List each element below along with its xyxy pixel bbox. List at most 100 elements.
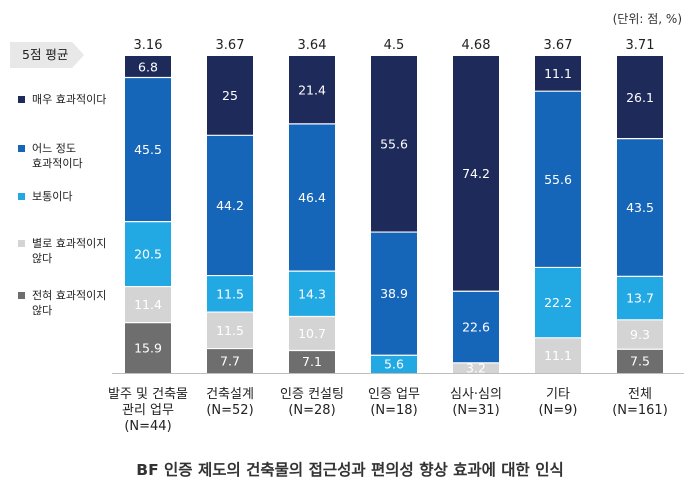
data-label: 10.7 [298,326,326,341]
category-label: 관리 업무 [122,403,174,418]
data-label: 9.3 [630,327,650,342]
data-label: 22.6 [462,320,490,335]
bar-segment [535,91,581,268]
category-label: 건축설계 [206,387,254,402]
category-label: (N=28) [288,403,335,418]
data-label: 14.3 [298,286,326,301]
bar-segment [289,350,335,373]
data-label: 21.4 [298,82,326,97]
data-label: 15.9 [134,340,162,355]
bar-segment [207,56,253,136]
data-label: 11.5 [216,286,244,301]
legend-label-line: 매우 효과적이다 [32,93,107,106]
bar-segment [207,275,253,313]
bar-segment [453,56,499,292]
data-label: 11.1 [544,66,572,81]
bar-segment [125,286,171,323]
category-label: (N=52) [206,403,253,418]
bar-segment [617,138,663,277]
legend-label: 보통이다 [32,189,128,204]
bar-segment [371,355,417,373]
category-label: 기타 [546,387,570,402]
legend-label-line: 보통이다 [32,190,73,203]
category-label: (N=9) [538,403,577,418]
average-score: 3.64 [298,38,327,53]
data-label: 44.2 [216,198,244,213]
bar-segment [289,271,335,317]
data-label: 7.1 [302,354,322,369]
data-label: 11.4 [134,297,162,312]
bar-segment [125,77,171,222]
bar-segment [125,56,171,78]
legend-label-line: 별로 효과적이지 [32,237,107,250]
legend-label-line: 효과적이다 [32,157,83,170]
bar-segment [453,291,499,363]
legend-swatch [18,145,25,152]
bar-group: 74.2 22.6 3.2 [453,56,499,375]
bar-segment [125,221,171,287]
bar-group: 21.4 46.4 14.3 10.7 7.1 [289,56,335,373]
data-label: 6.8 [138,59,158,74]
data-label: 55.6 [380,137,408,152]
legend-swatch [18,292,25,299]
data-label: 38.9 [380,286,408,301]
data-label: 45.5 [134,142,162,157]
legend-label: 별로 효과적이지 않다 [32,236,128,266]
data-label: 74.2 [462,166,490,181]
legend-label-line: 전혀 효과적이지 [32,289,107,302]
bar-segment [453,362,499,373]
bar-segment [289,56,335,124]
category-label: (N=18) [370,403,417,418]
data-label: 22.2 [544,295,572,310]
data-label: 26.1 [626,90,654,105]
data-label: 20.5 [134,247,162,262]
bar-segment [207,135,253,276]
category-label: 인증 업무 [368,387,420,402]
bar-group: 26.1 43.5 13.7 9.3 7.5 [617,56,663,373]
legend-label-line: 어느 정도 [32,142,76,155]
bar-group: 6.8 45.5 20.5 11.4 15.9 [125,56,171,373]
category-label: 심사·심의 [450,387,502,402]
legend-label: 전혀 효과적이지 않다 [32,288,128,318]
legend-label: 어느 정도 효과적이다 [32,141,128,171]
legend-swatch [18,193,25,200]
data-label: 7.5 [630,354,650,369]
bar-segment [125,322,171,373]
category-label: 전체 [628,387,652,402]
category-label: (N=161) [612,403,668,418]
data-label: 43.5 [626,200,654,215]
bar-segment [289,123,335,272]
legend-label-line: 않다 [32,252,53,265]
unit-note: (단위: 점, %) [612,12,682,26]
average-score: 3.67 [544,38,573,53]
data-label: 3.2 [466,360,486,375]
legend-label-line: 않다 [32,304,53,317]
average-label-tag: 5점 평균 [10,42,84,68]
bar-segment [535,56,581,92]
data-label: 46.4 [298,190,326,205]
bar-segment [617,349,663,373]
category-label: (N=44) [124,419,171,434]
legend-label: 매우 효과적이다 [32,92,128,107]
category-label: 발주 및 건축물 [108,387,188,402]
chart-title: BF 인증 제도의 건축물의 접근성과 편의성 향상 효과에 대한 인식 [136,461,564,479]
bar-segment [617,56,663,139]
bar-segment [289,316,335,351]
data-label: 11.1 [544,348,572,363]
data-label: 11.5 [216,323,244,338]
average-score: 4.68 [462,38,491,53]
data-label: 13.7 [626,291,654,306]
bar-segment [617,276,663,320]
average-score: 4.5 [384,38,405,53]
data-label: 55.6 [544,172,572,187]
bar-group: 11.1 55.6 22.2 11.1 [535,56,581,373]
bar-group: 55.6 38.9 5.6 [371,56,417,373]
average-score: 3.16 [134,38,163,53]
legend-swatch [18,240,25,247]
legend-swatch [18,96,25,103]
bar-segment [535,267,581,338]
bar-group: 25 44.2 11.5 11.5 7.7 [207,56,253,373]
bar-segment [617,319,663,350]
bar-segment [207,312,253,349]
